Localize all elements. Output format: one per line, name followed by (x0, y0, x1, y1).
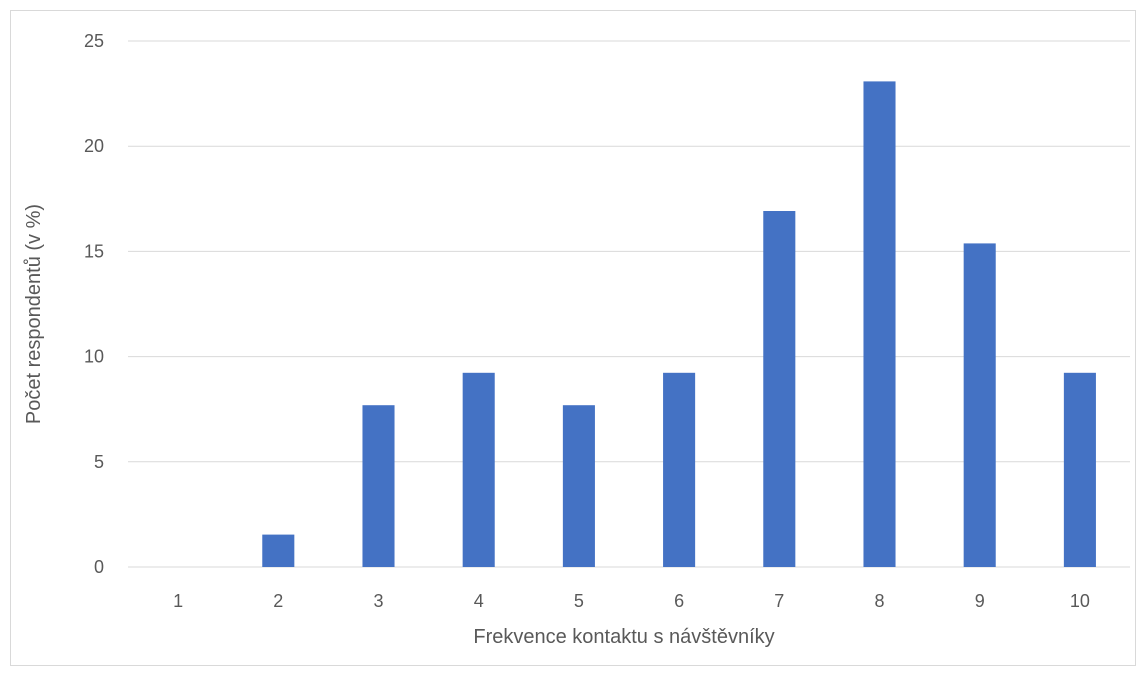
y-tick-label: 0 (94, 557, 104, 577)
y-tick-label: 25 (84, 31, 104, 51)
y-tick-label: 20 (84, 136, 104, 156)
bar-4 (462, 372, 495, 567)
y-axis-ticks: 0 5 10 15 20 25 (84, 31, 104, 577)
bar-2 (262, 534, 295, 567)
bars (262, 81, 1096, 568)
x-tick-label: 8 (874, 591, 884, 611)
bar-10 (1063, 372, 1096, 567)
bar-3 (362, 405, 395, 567)
x-tick-label: 10 (1070, 591, 1090, 611)
x-tick-label: 7 (774, 591, 784, 611)
x-tick-label: 6 (674, 591, 684, 611)
x-tick-label: 9 (975, 591, 985, 611)
x-axis-ticks: 1 2 3 4 5 6 7 8 9 10 (173, 591, 1090, 611)
bar-8 (863, 81, 896, 568)
x-tick-label: 1 (173, 591, 183, 611)
bar-5 (562, 405, 595, 567)
x-tick-label: 5 (574, 591, 584, 611)
y-tick-label: 15 (84, 241, 104, 261)
x-tick-label: 3 (373, 591, 383, 611)
bar-9 (963, 243, 996, 568)
gridlines (128, 40, 1130, 568)
y-axis-title: Počet respondentů (v %) (23, 204, 45, 424)
y-tick-label: 10 (84, 347, 104, 367)
x-tick-label: 2 (273, 591, 283, 611)
y-tick-label: 5 (94, 452, 104, 472)
x-axis-title: Frekvence kontaktu s návštěvníky (473, 626, 774, 648)
bar-7 (763, 211, 796, 567)
x-tick-label: 4 (474, 591, 484, 611)
bar-6 (663, 372, 696, 567)
